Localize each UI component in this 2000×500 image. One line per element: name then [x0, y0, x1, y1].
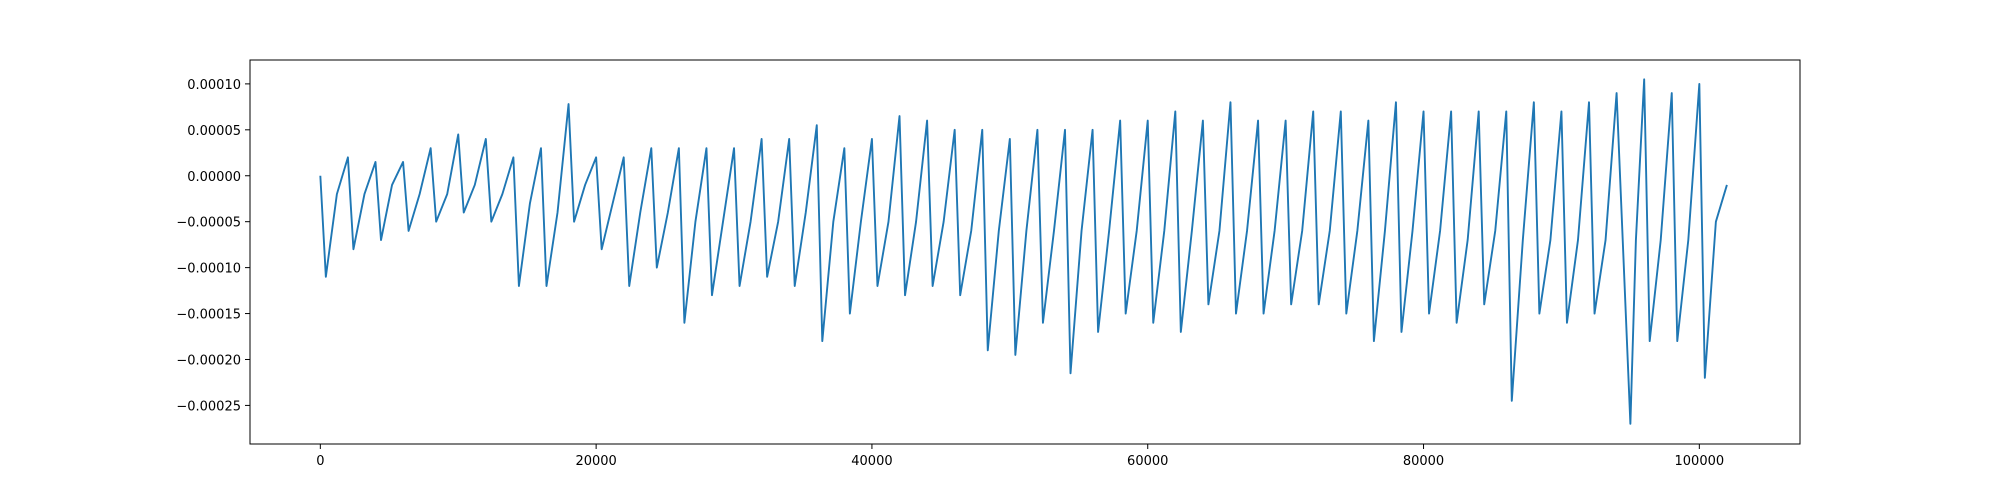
x-tick-label: 40000: [851, 454, 892, 469]
y-tick-label: 0.00010: [187, 78, 241, 93]
y-tick-label: 0.00005: [187, 124, 241, 139]
x-tick-label: 20000: [575, 454, 616, 469]
plot-frame: [249, 59, 1801, 445]
y-tick-label: −0.00020: [176, 353, 241, 368]
y-tick-label: −0.00025: [176, 399, 241, 414]
y-tick-label: −0.00010: [176, 262, 241, 277]
x-tick-label: 0: [316, 454, 324, 469]
y-tick-label: 0.00000: [187, 170, 241, 185]
x-tick-label: 60000: [1127, 454, 1168, 469]
y-tick-label: −0.00015: [176, 308, 241, 323]
x-tick-label: 80000: [1403, 454, 1444, 469]
x-tick-label: 100000: [1675, 454, 1725, 469]
data-line: [319, 78, 1728, 425]
y-tick-label: −0.00005: [176, 216, 241, 231]
